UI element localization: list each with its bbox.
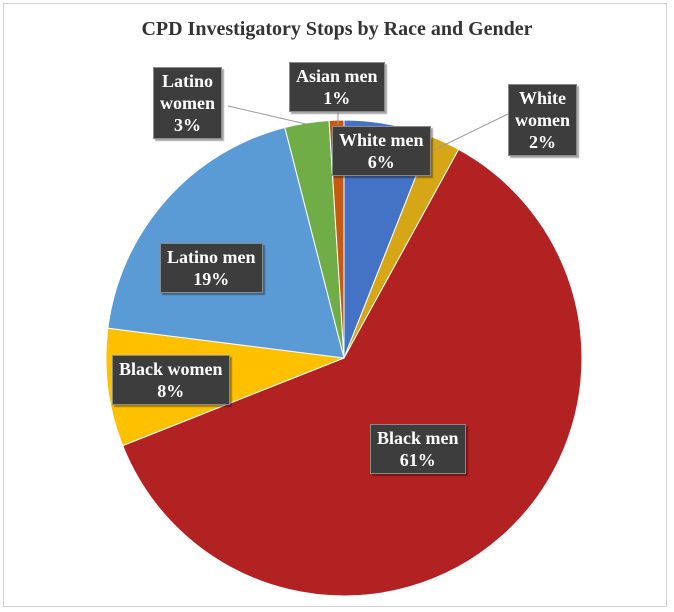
leader-line-latino-women: [227, 105, 307, 125]
label-black-women: Black women 8%: [112, 355, 230, 405]
label-white-women-line1: White: [519, 88, 566, 108]
label-latino-women-line1: Latino: [161, 71, 213, 91]
label-white-women: White women 2%: [508, 84, 577, 156]
label-white-men: White men 6%: [332, 126, 431, 176]
label-white-men-name: White men: [339, 130, 424, 150]
label-asian-men-name: Asian men: [296, 66, 378, 86]
label-latino-women-value: 3%: [174, 115, 201, 135]
label-asian-men-value: 1%: [323, 88, 351, 108]
label-latino-men-name: Latino men: [167, 247, 256, 267]
label-latino-men-value: 19%: [193, 269, 230, 289]
pie-slice-latino-men: [107, 126, 345, 359]
label-black-women-value: 8%: [157, 381, 185, 401]
pie-slice-black-men: [122, 148, 583, 597]
chart-frame: [3, 3, 667, 607]
label-white-women-line2: women: [515, 110, 570, 130]
label-asian-men: Asian men 1%: [289, 62, 385, 112]
label-latino-women: Latino women 3%: [153, 67, 222, 139]
label-white-men-value: 6%: [367, 152, 395, 172]
leader-line-white-women: [433, 113, 509, 151]
label-black-men-name: Black men: [377, 428, 459, 448]
label-white-women-value: 2%: [529, 132, 556, 152]
label-black-men: Black men 61%: [370, 424, 466, 474]
label-latino-men: Latino men 19%: [160, 243, 263, 293]
label-black-men-value: 61%: [399, 450, 436, 470]
label-latino-women-line2: women: [160, 93, 215, 113]
chart-title: CPD Investigatory Stops by Race and Gend…: [141, 18, 533, 40]
label-black-women-name: Black women: [119, 359, 223, 379]
pie-slice-asian-men: [328, 119, 345, 359]
